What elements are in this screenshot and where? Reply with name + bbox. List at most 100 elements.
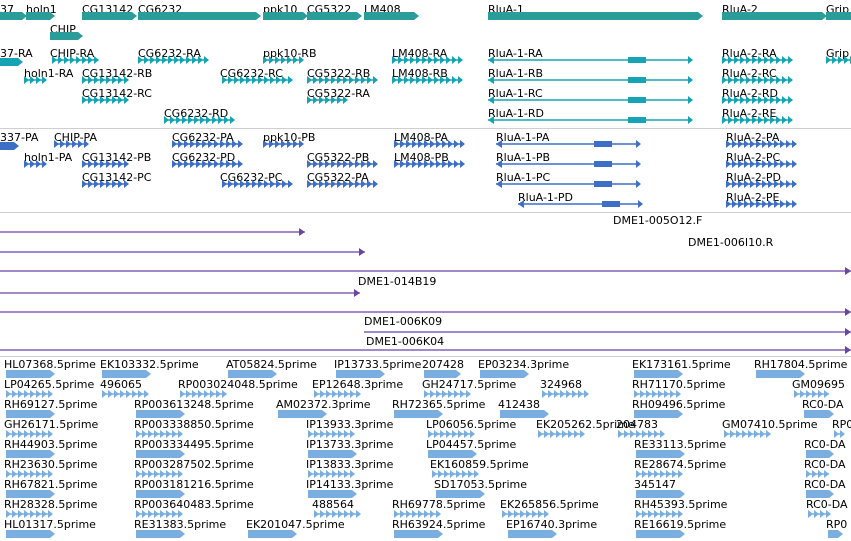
est-label[interactable]: IP14133.3prime: [306, 478, 394, 491]
feature-label[interactable]: CG6232-PD: [172, 151, 236, 164]
feature-label[interactable]: CG5322-RB: [307, 67, 371, 80]
est-glyph[interactable]: [428, 450, 478, 458]
est-glyph[interactable]: [806, 490, 835, 498]
feature-label[interactable]: RluA-1-PA: [496, 131, 550, 144]
est-label[interactable]: SD17053.5prime: [434, 478, 527, 491]
feature-glyph[interactable]: [496, 179, 642, 189]
feature-glyph[interactable]: [0, 266, 851, 276]
est-glyph[interactable]: [806, 469, 835, 479]
est-glyph[interactable]: [636, 509, 686, 519]
est-label[interactable]: RH69127.5prime: [4, 398, 98, 411]
est-glyph[interactable]: [394, 410, 444, 418]
est-label[interactable]: RP003640483.5prime: [134, 498, 254, 511]
est-label[interactable]: RH44903.5prime: [4, 438, 98, 451]
est-glyph[interactable]: [308, 429, 358, 439]
feature-glyph[interactable]: [394, 139, 470, 149]
feature-glyph[interactable]: [826, 55, 851, 65]
est-label[interactable]: LP04265.5prime: [4, 378, 95, 391]
feature-glyph[interactable]: [24, 159, 52, 169]
est-glyph[interactable]: [314, 389, 364, 399]
est-glyph[interactable]: [136, 509, 186, 519]
feature-glyph[interactable]: [722, 12, 828, 20]
est-glyph[interactable]: [804, 410, 835, 418]
clone-alignment[interactable]: [0, 307, 851, 317]
est-label[interactable]: HL01317.5prime: [4, 518, 96, 531]
est-glyph[interactable]: [480, 370, 530, 378]
feature-glyph[interactable]: [496, 139, 642, 149]
est-glyph[interactable]: [394, 530, 444, 538]
est-label[interactable]: IP13933.3prime: [306, 418, 394, 431]
feature-label[interactable]: CG6232-RA: [138, 47, 201, 60]
feature-label[interactable]: CG5322-RA: [307, 87, 370, 100]
feature-glyph[interactable]: [488, 12, 704, 20]
feature-label[interactable]: 337-PA: [0, 131, 39, 144]
est-label[interactable]: RC0-DA: [806, 498, 848, 511]
feature-label[interactable]: CG13142-RC: [82, 87, 152, 100]
feature-label[interactable]: CG13142-PB: [82, 151, 152, 164]
feature-label[interactable]: Grip: [826, 47, 850, 60]
feature-label[interactable]: CG13142-PC: [82, 171, 152, 184]
feature-glyph[interactable]: [82, 159, 132, 169]
feature-glyph[interactable]: [138, 12, 262, 20]
est-label[interactable]: RC0-DA: [804, 458, 846, 471]
est-label[interactable]: RC0-DA: [804, 438, 846, 451]
feature-glyph[interactable]: [82, 12, 138, 20]
feature-glyph[interactable]: [488, 55, 694, 65]
est-glyph[interactable]: [6, 490, 56, 498]
est-glyph[interactable]: [102, 389, 152, 399]
feature-glyph[interactable]: [172, 159, 248, 169]
feature-glyph[interactable]: [24, 75, 52, 85]
est-label[interactable]: RP0: [826, 518, 848, 531]
est-glyph[interactable]: [828, 530, 844, 538]
feature-label[interactable]: LM408-PA: [394, 131, 449, 144]
est-glyph[interactable]: [808, 509, 835, 519]
feature-glyph[interactable]: [307, 179, 383, 189]
est-label[interactable]: GM09695: [792, 378, 846, 391]
est-glyph[interactable]: [136, 450, 186, 458]
est-label[interactable]: RE31383.5prime: [134, 518, 227, 531]
est-label[interactable]: GM07410.5prime: [722, 418, 818, 431]
est-label[interactable]: EP12648.3prime: [312, 378, 404, 391]
est-label[interactable]: RP003287502.5prime: [134, 458, 254, 471]
est-label[interactable]: RH28328.5prime: [4, 498, 98, 511]
feature-glyph[interactable]: [364, 12, 420, 20]
est-label[interactable]: RE33113.5prime: [634, 438, 727, 451]
est-label[interactable]: RH17804.5prime: [754, 358, 848, 371]
feature-label[interactable]: CHIP-RA: [50, 47, 95, 60]
feature-glyph[interactable]: [164, 115, 240, 125]
feature-glyph[interactable]: [722, 75, 798, 85]
feature-label[interactable]: LM408-RB: [392, 67, 448, 80]
feature-label[interactable]: DME1-006I10.R: [688, 236, 774, 249]
feature-glyph[interactable]: [518, 199, 644, 209]
est-label[interactable]: 324968: [540, 378, 582, 391]
feature-glyph[interactable]: [307, 75, 383, 85]
est-glyph[interactable]: [308, 450, 358, 458]
est-glyph[interactable]: [428, 429, 478, 439]
est-label[interactable]: 412438: [498, 398, 540, 411]
est-label[interactable]: LP04457.5prime: [426, 438, 517, 451]
est-label[interactable]: EK205262.5prime: [536, 418, 635, 431]
feature-label[interactable]: RluA-1-PB: [496, 151, 551, 164]
est-glyph[interactable]: [508, 530, 558, 538]
feature-glyph[interactable]: [722, 55, 798, 65]
feature-label[interactable]: RluA-1-RB: [488, 67, 544, 80]
est-label[interactable]: GH26171.5prime: [4, 418, 99, 431]
feature-glyph[interactable]: [54, 139, 94, 149]
est-glyph[interactable]: [424, 389, 474, 399]
feature-glyph[interactable]: [0, 12, 28, 20]
feature-label[interactable]: RluA-1-RC: [488, 87, 543, 100]
est-glyph[interactable]: [308, 469, 358, 479]
est-label[interactable]: RH67821.5prime: [4, 478, 98, 491]
est-label[interactable]: RC0-DA: [804, 478, 846, 491]
est-glyph[interactable]: [542, 389, 592, 399]
feature-label[interactable]: RluA-2-PA: [726, 131, 780, 144]
feature-label[interactable]: CG6232-PC: [220, 171, 283, 184]
feature-glyph[interactable]: [394, 159, 470, 169]
est-glyph[interactable]: [136, 410, 186, 418]
est-glyph[interactable]: [308, 490, 358, 498]
est-label[interactable]: HL07368.5prime: [4, 358, 96, 371]
feature-label[interactable]: CG6232-PA: [172, 131, 234, 144]
est-label[interactable]: IP13733.3prime: [306, 438, 394, 451]
feature-label[interactable]: LM408-RA: [392, 47, 448, 60]
est-glyph[interactable]: [502, 509, 552, 519]
